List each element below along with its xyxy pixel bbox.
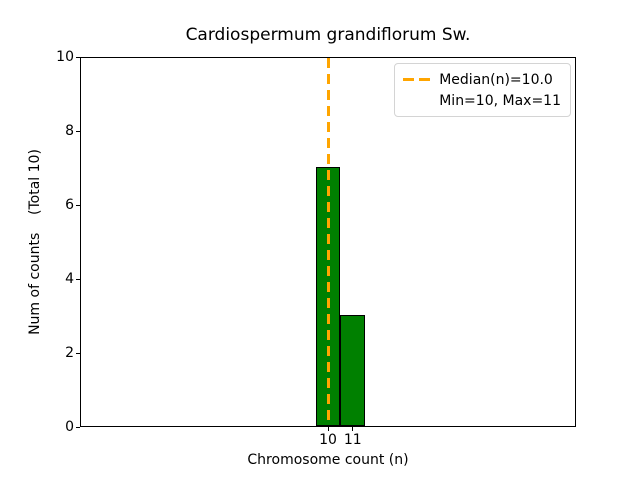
x-tick-label: 10 — [319, 432, 337, 448]
x-axis-label: Chromosome count (n) — [247, 452, 409, 468]
median-dashed-line-swatch — [403, 78, 431, 81]
y-tick-mark — [76, 278, 80, 280]
x-tick-mark — [327, 427, 329, 431]
y-tick-label: 2 — [65, 345, 74, 361]
x-tick-label: 11 — [343, 432, 362, 448]
y-tick-label: 0 — [65, 419, 74, 435]
y-tick-mark — [76, 426, 80, 428]
legend: Median(n)=10.0 Min=10, Max=11 — [394, 63, 571, 117]
legend-label-median: Median(n)=10.0 — [439, 71, 553, 88]
chart-title: Cardiospermum grandiflorum Sw. — [185, 25, 471, 45]
y-tick-mark — [76, 352, 80, 354]
plot-area — [80, 57, 576, 427]
median-line — [327, 58, 330, 426]
y-tick-label: 8 — [65, 123, 74, 139]
y-tick-label: 6 — [65, 197, 74, 213]
y-tick-mark — [76, 204, 80, 206]
y-tick-label: 4 — [65, 271, 74, 287]
y-axis-label: Num of counts (Total 10) — [27, 149, 43, 335]
y-tick-label: 10 — [56, 49, 74, 65]
legend-row-minmax: Min=10, Max=11 — [403, 90, 561, 111]
legend-label-minmax: Min=10, Max=11 — [439, 92, 561, 109]
legend-spacer — [403, 99, 430, 102]
y-tick-mark — [76, 56, 80, 58]
x-tick-mark — [352, 427, 354, 431]
histogram-bar — [340, 315, 366, 426]
legend-row-median: Median(n)=10.0 — [403, 69, 561, 90]
y-tick-mark — [76, 130, 80, 132]
